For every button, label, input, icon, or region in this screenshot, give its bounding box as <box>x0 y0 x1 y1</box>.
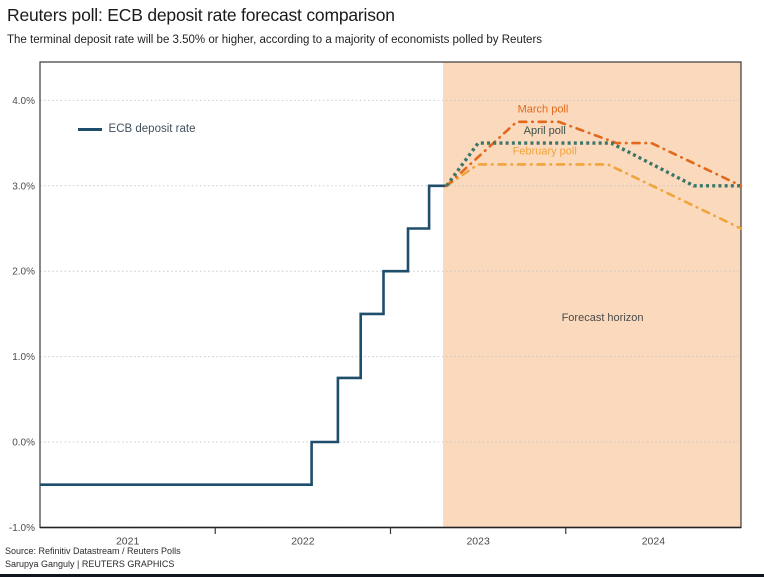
footer-source: Source: Refinitiv Datastream / Reuters P… <box>5 546 181 556</box>
y-axis-tick-label: 0.0% <box>12 438 35 449</box>
forecast-region <box>443 62 741 528</box>
series-line-april-poll <box>445 141 741 188</box>
annotation-april-poll: April poll <box>524 125 566 137</box>
series-line-ecb-deposit-rate <box>40 184 447 487</box>
series-line-march-poll <box>445 120 743 188</box>
legend-label: ECB deposit rate <box>108 123 196 136</box>
footer-credit: Sarupya Ganguly | REUTERS GRAPHICS <box>5 559 175 569</box>
legend-line-swatch <box>77 127 102 131</box>
bottom-bar <box>0 574 764 577</box>
x-axis-tick-label: 2021 <box>116 536 140 548</box>
page-subtitle: The terminal deposit rate will be 3.50% … <box>7 34 543 46</box>
y-axis-tick-label: 3.0% <box>12 181 35 192</box>
y-axis-tick-label: 4.0% <box>12 96 35 107</box>
series-line-february-poll <box>445 163 743 230</box>
annotation-forecast-horizon: Forecast horizon <box>562 312 644 324</box>
y-axis-tick-label: 1.0% <box>12 352 35 363</box>
y-axis-tick-label: -1.0% <box>9 523 35 534</box>
annotation-february-poll: February poll <box>513 145 577 157</box>
annotation-march-poll: March poll <box>518 103 569 115</box>
page-title: Reuters poll: ECB deposit rate forecast … <box>7 5 395 25</box>
legend: ECB deposit rate <box>77 123 196 136</box>
x-axis-tick-label: 2023 <box>466 536 490 548</box>
y-axis-tick-label: 2.0% <box>12 267 35 278</box>
x-axis-tick-label: 2024 <box>642 536 666 548</box>
x-axis-tick-label: 2022 <box>291 536 315 548</box>
